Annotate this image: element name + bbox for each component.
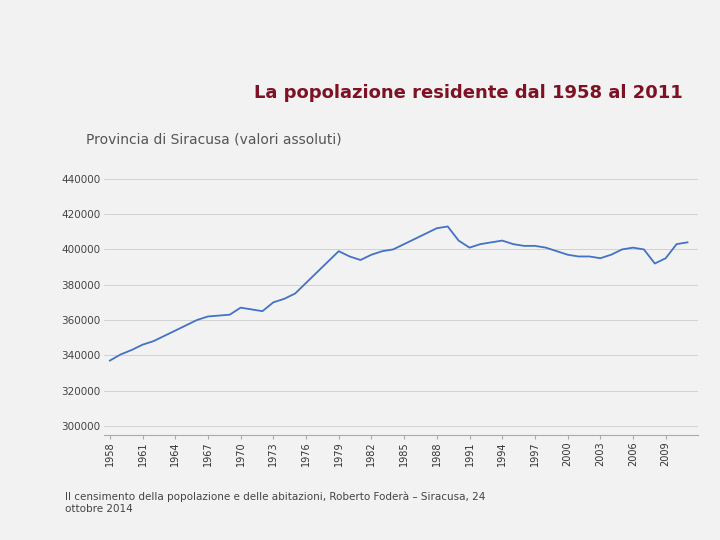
Text: Provincia di Siracusa (valori assoluti): Provincia di Siracusa (valori assoluti) [86,132,342,146]
Text: Il censimento della popolazione e delle abitazioni, Roberto Foderà – Siracusa, 2: Il censimento della popolazione e delle … [65,491,485,514]
Text: La popolazione residente dal 1958 al 2011: La popolazione residente dal 1958 al 201… [253,84,683,102]
